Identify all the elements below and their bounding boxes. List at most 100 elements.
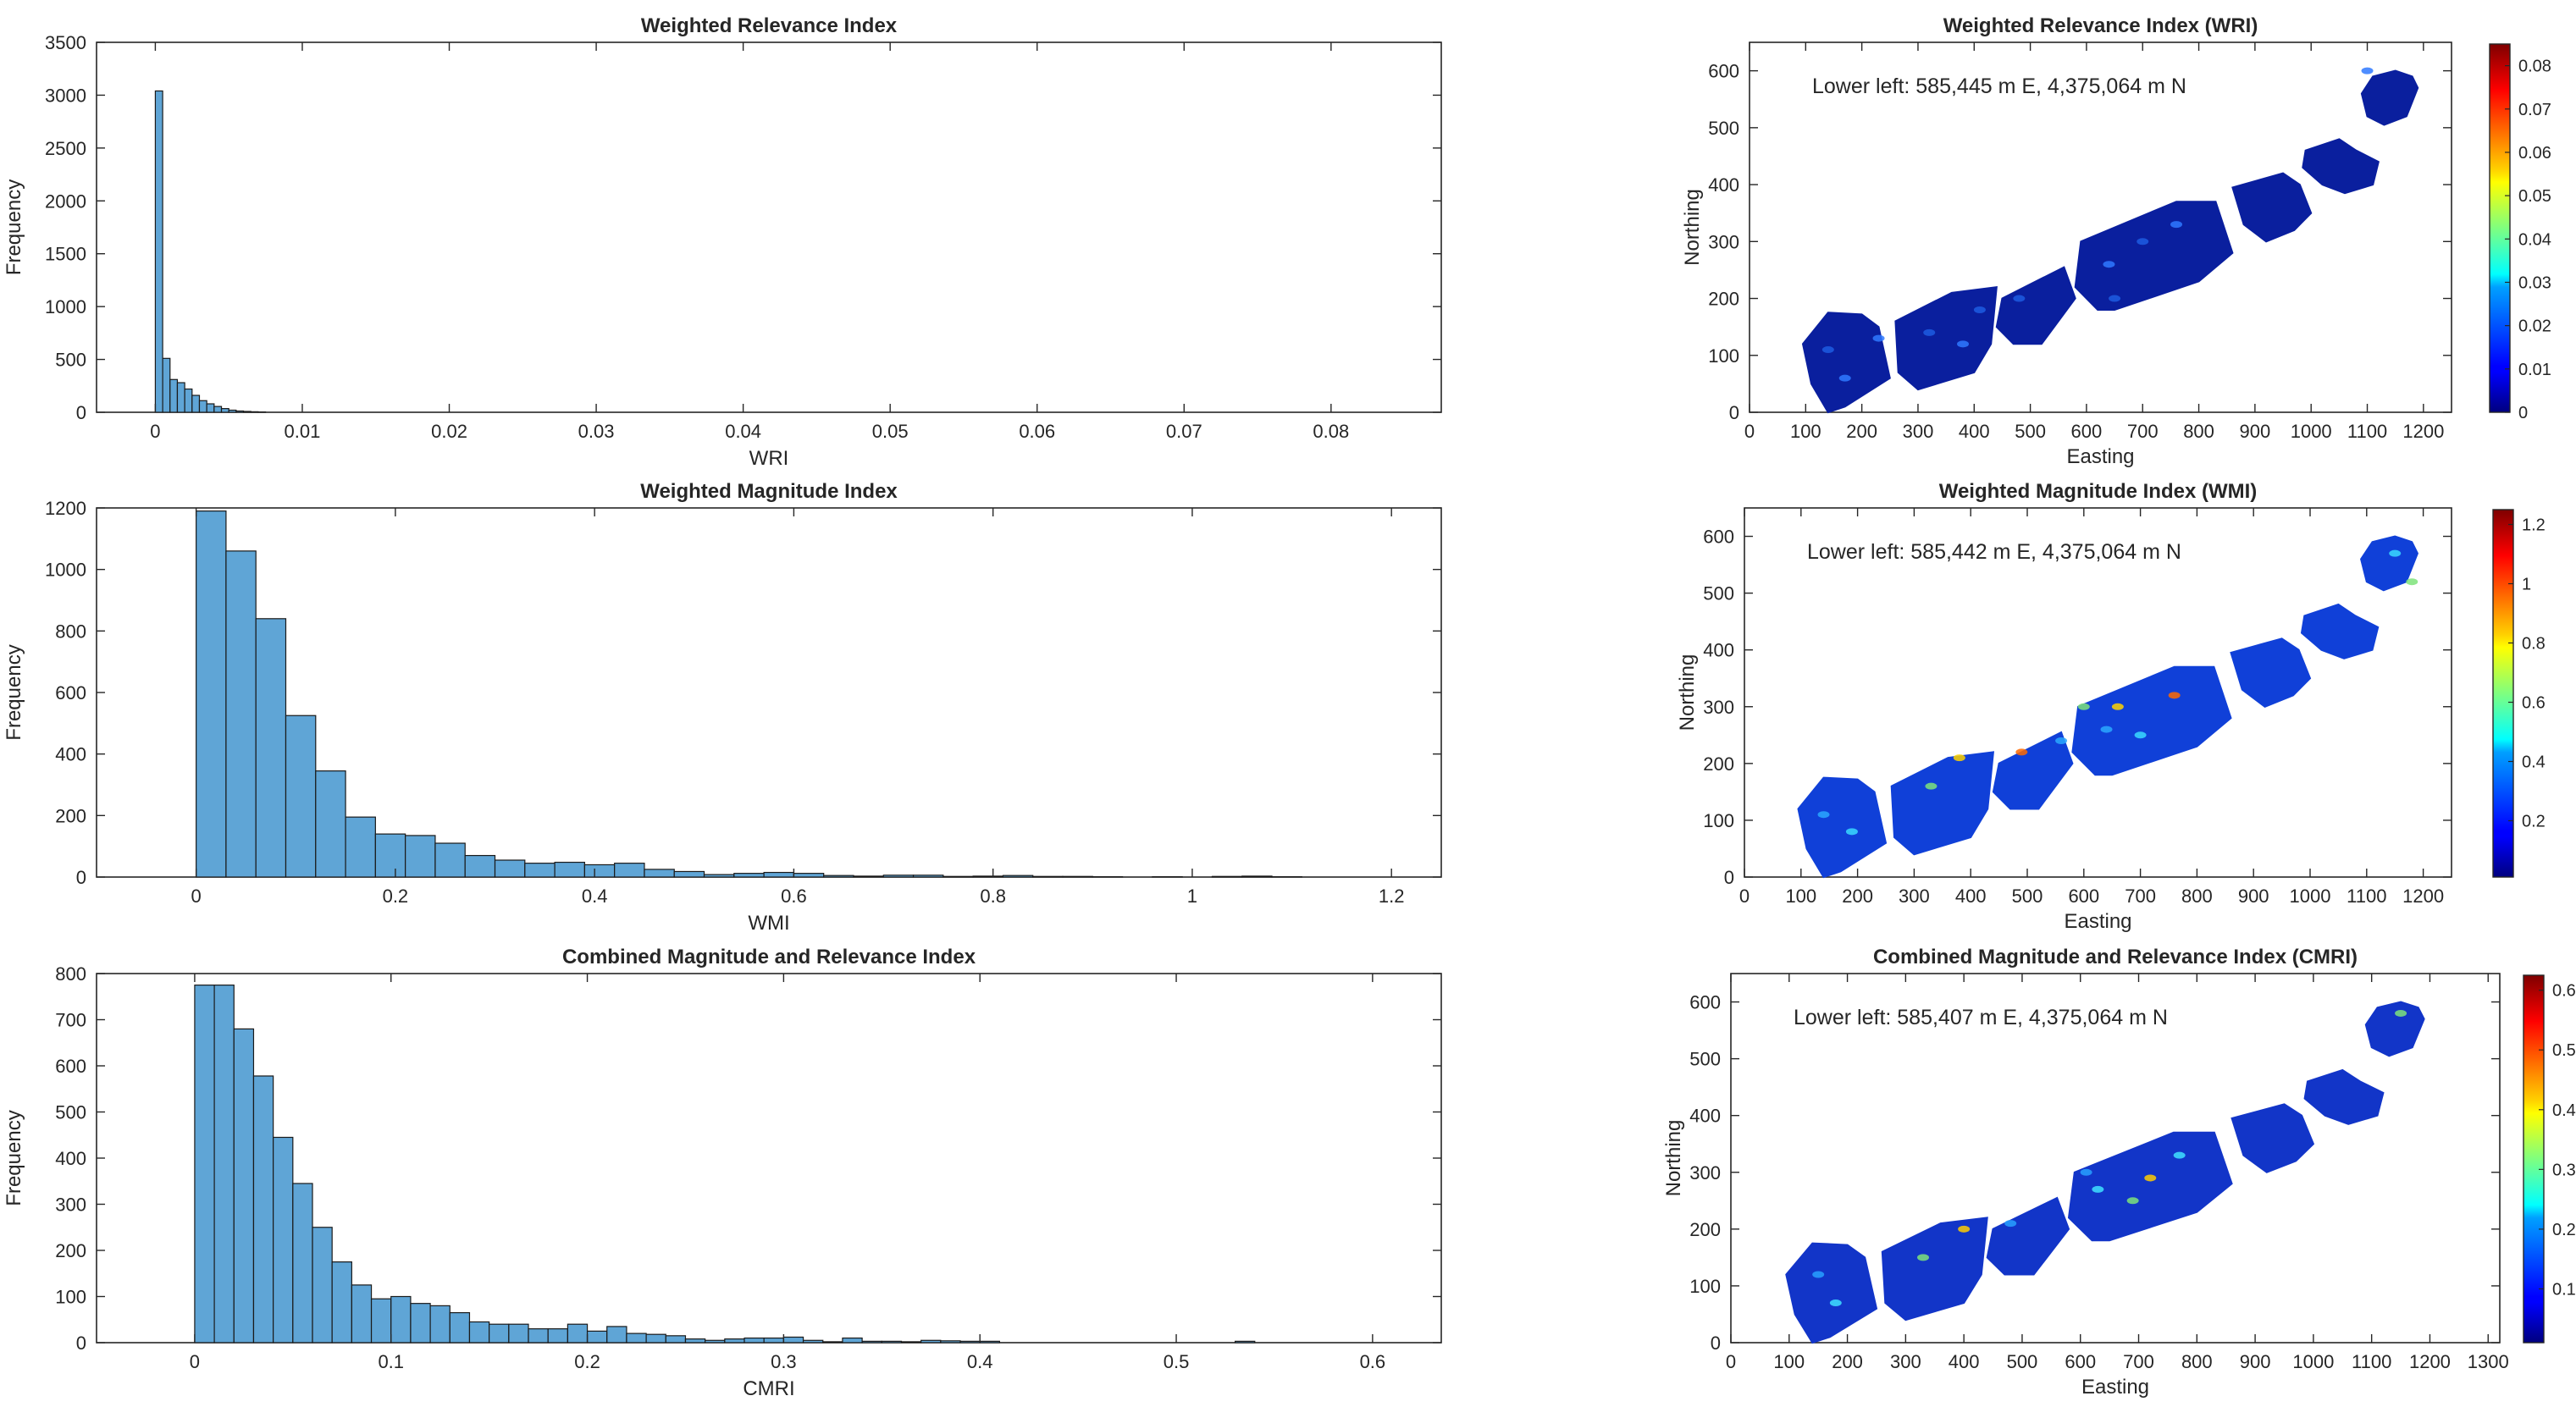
- y-tick-label: 500: [1689, 1049, 1721, 1070]
- x-tick-label: 1200: [2402, 886, 2444, 907]
- bars: [196, 510, 1302, 878]
- hotspot: [2055, 737, 2068, 745]
- bar: [434, 842, 466, 878]
- x-axis-label: Easting: [2081, 1376, 2149, 1399]
- bar: [900, 1341, 922, 1344]
- hotspot: [2137, 238, 2149, 246]
- bar: [524, 863, 556, 878]
- x-tick-label: 0.2: [574, 1351, 600, 1372]
- x-tick-label: 1.2: [1379, 886, 1405, 907]
- field-blocks: [1797, 535, 2418, 879]
- histogram-wmi: 0 0.2 0.4 0.6 0.8 1 1.2 0 200 400 600 800 1000 1200 We…: [3, 480, 1442, 935]
- y-tick-label: 1500: [45, 244, 86, 265]
- x-tick-label: 500: [2015, 421, 2046, 442]
- colorbar-tick-label: 0.2: [2522, 813, 2546, 831]
- field-blocks: [1785, 1001, 2425, 1344]
- field-block: [1785, 1242, 1878, 1344]
- x-tick-label: 1000: [2292, 1351, 2334, 1372]
- bar: [782, 1336, 804, 1344]
- bar: [315, 770, 346, 878]
- y-tick-label: 3000: [45, 85, 86, 106]
- x-tick-label: 1100: [2347, 421, 2387, 442]
- x-tick-label: 900: [2238, 886, 2269, 907]
- bar: [176, 382, 185, 413]
- bar: [449, 1311, 471, 1344]
- bar: [554, 861, 585, 878]
- bar: [206, 403, 215, 413]
- map-title: Combined Magnitude and Relevance Index (…: [1873, 946, 2358, 968]
- bar: [1002, 875, 1034, 878]
- bar: [861, 1340, 882, 1344]
- x-tick-label: 300: [1903, 421, 1934, 442]
- y-tick-label: 600: [1708, 61, 1739, 82]
- histogram-cmri: 0 0.1 0.2 0.3 0.4 0.5 0.6 0 100 200 300 400 500 600 70…: [3, 946, 1442, 1400]
- colorbar-tick-label: 0.05: [2518, 187, 2551, 206]
- x-tick-label: 0.05: [872, 421, 909, 442]
- colorbar-gradient: [2492, 509, 2514, 878]
- bar: [614, 863, 645, 878]
- y-tick-label: 400: [1708, 174, 1739, 196]
- x-tick-label: 400: [1955, 886, 1987, 907]
- colorbar-gradient: [2523, 974, 2545, 1344]
- x-tick-label: 900: [2240, 1351, 2271, 1372]
- bar: [972, 875, 1004, 878]
- bar: [233, 1028, 255, 1344]
- colorbar-tick-label: 1.2: [2522, 516, 2546, 535]
- x-axis-label: Easting: [2066, 445, 2134, 468]
- lower-left-annotation: Lower left: 585,445 m E, 4,375,064 m N: [1812, 74, 2186, 98]
- x-tick-label: 200: [1832, 1351, 1863, 1372]
- x-tick-label: 0: [191, 886, 202, 907]
- y-tick-label: 400: [55, 1148, 86, 1169]
- bar: [1234, 1340, 1256, 1344]
- bar: [250, 411, 259, 413]
- x-tick-label: 1200: [2409, 1351, 2451, 1372]
- colorbar-tick-label: 0.01: [2518, 361, 2551, 379]
- y-tick-label: 300: [55, 1195, 86, 1216]
- hotspot: [2144, 1174, 2157, 1182]
- colorbar-tick-label: 0.1: [2552, 1280, 2576, 1299]
- x-tick-label: 100: [1785, 886, 1816, 907]
- bar: [468, 1321, 490, 1344]
- bar: [1032, 875, 1064, 878]
- hotspot: [1812, 1271, 1825, 1278]
- hotspot: [2092, 1185, 2104, 1193]
- x-tick-label: 300: [1890, 1351, 1921, 1372]
- field-block: [2300, 603, 2380, 659]
- y-tick-label: 200: [55, 1240, 86, 1261]
- y-tick-label: 200: [1708, 289, 1739, 310]
- x-tick-label: 200: [1846, 421, 1877, 442]
- bar: [763, 1337, 784, 1344]
- bar: [255, 618, 287, 878]
- bar: [547, 1328, 568, 1344]
- y-tick-label: 3500: [45, 32, 86, 53]
- y-tick-label: 200: [55, 805, 86, 826]
- x-tick-label: 0.1: [378, 1351, 404, 1372]
- x-tick-label: 0.01: [285, 421, 321, 442]
- x-tick-label: 800: [2181, 886, 2213, 907]
- hotspot: [1957, 340, 1970, 348]
- hotspot: [2406, 578, 2418, 586]
- field-blocks: [1801, 69, 2419, 414]
- chart-title: Weighted Magnitude Index: [640, 480, 898, 503]
- hotspot: [2111, 703, 2124, 710]
- bar: [169, 378, 179, 413]
- bar: [252, 1075, 274, 1344]
- x-tick-label: 200: [1842, 886, 1873, 907]
- bar: [881, 1340, 903, 1344]
- hotspots: [1821, 67, 2374, 382]
- field-block: [1986, 1196, 2070, 1276]
- hotspot: [2361, 67, 2374, 74]
- x-tick-label: 0.4: [582, 886, 608, 907]
- bar: [213, 406, 223, 413]
- x-tick-label: 0: [1726, 1351, 1736, 1372]
- x-tick-label: 600: [2071, 421, 2103, 442]
- hotspot: [2004, 1220, 2017, 1228]
- field-block: [1894, 285, 1998, 391]
- bar: [703, 874, 735, 878]
- lower-left-annotation: Lower left: 585,442 m E, 4,375,064 m N: [1807, 540, 2181, 564]
- y-tick-label: 2000: [45, 190, 86, 212]
- x-tick-label: 600: [2068, 886, 2099, 907]
- bar: [606, 1326, 627, 1344]
- hotspot: [2134, 731, 2147, 739]
- x-axis-label: WMI: [748, 912, 789, 935]
